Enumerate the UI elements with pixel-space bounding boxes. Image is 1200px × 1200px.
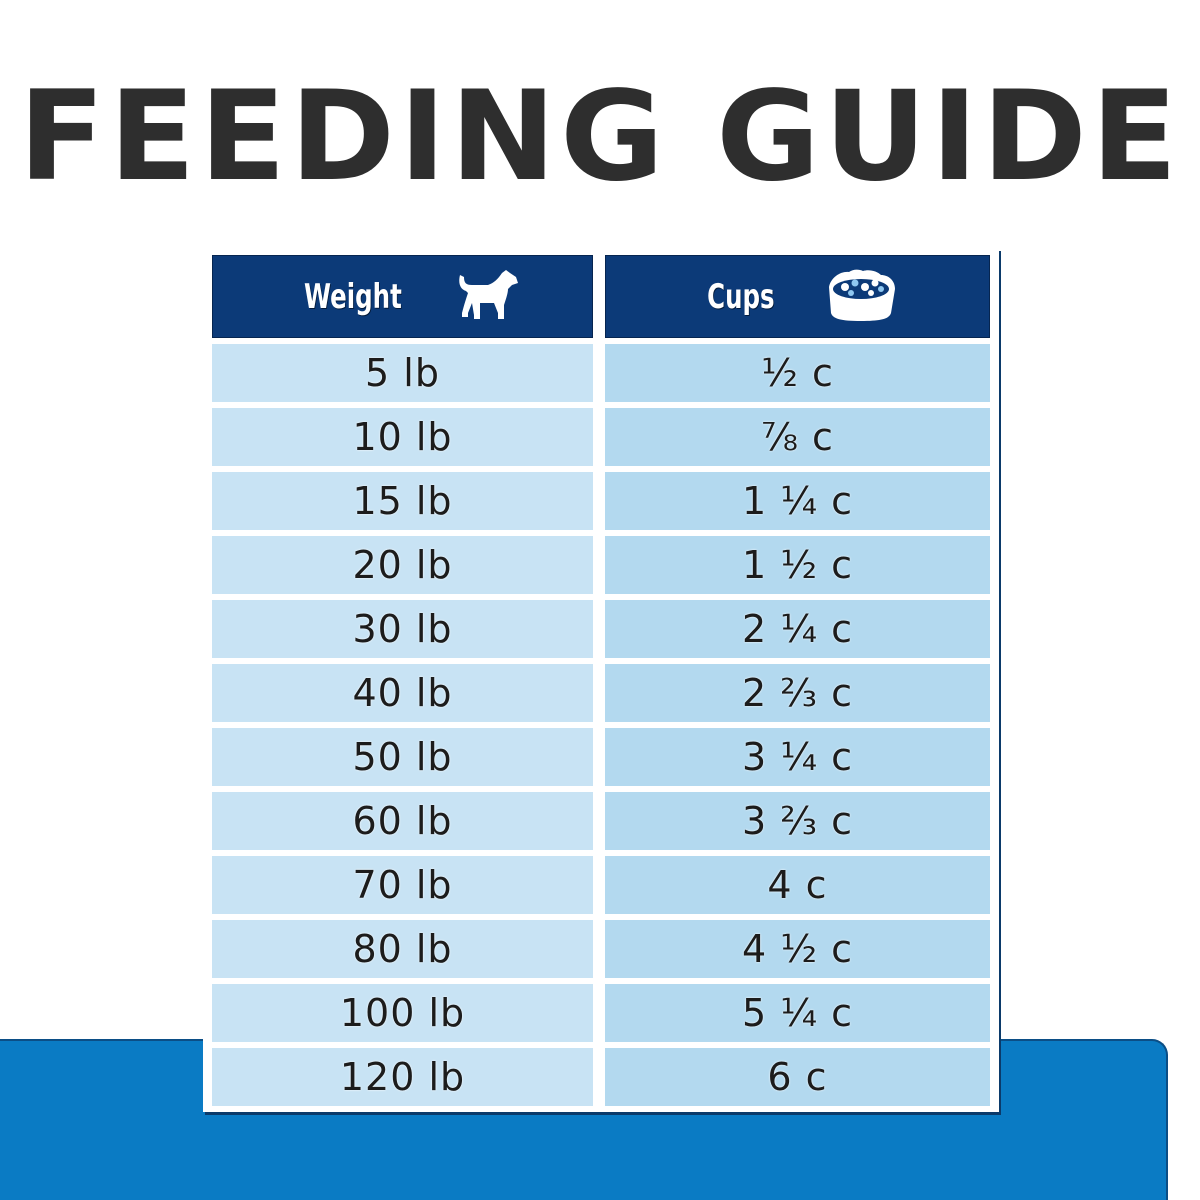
dog-icon — [454, 269, 520, 325]
food-bowl-icon — [821, 267, 901, 327]
weight-cell: 80 lb — [212, 920, 593, 978]
cups-header-label: Cups — [706, 276, 775, 317]
cups-cell: 2 ¼ c — [605, 600, 990, 658]
weight-cell: 120 lb — [212, 1048, 593, 1106]
cups-cell: 5 ¼ c — [605, 984, 990, 1042]
cups-header: Cups — [605, 255, 990, 338]
cups-cell: 2 ⅔ c — [605, 664, 990, 722]
weight-header-label: Weight — [303, 276, 402, 317]
cups-cell: 1 ½ c — [605, 536, 990, 594]
cups-cell: 3 ¼ c — [605, 728, 990, 786]
cups-cell: ½ c — [605, 344, 990, 402]
cups-column: Cups ½ c ⅞ c 1 ¼ c 1 ½ c 2 ¼ c — [605, 255, 990, 1106]
weight-header: Weight — [212, 255, 593, 338]
weight-cell: 60 lb — [212, 792, 593, 850]
feeding-table: Weight 5 lb 10 lb 15 lb 20 lb 30 lb 40 l… — [203, 248, 999, 1112]
cups-cell: 1 ¼ c — [605, 472, 990, 530]
weight-cell: 5 lb — [212, 344, 593, 402]
weight-column: Weight 5 lb 10 lb 15 lb 20 lb 30 lb 40 l… — [212, 255, 593, 1106]
cups-cell: 3 ⅔ c — [605, 792, 990, 850]
cups-cell: 4 ½ c — [605, 920, 990, 978]
weight-cell: 10 lb — [212, 408, 593, 466]
weight-cell: 30 lb — [212, 600, 593, 658]
cups-cell: ⅞ c — [605, 408, 990, 466]
weight-cell: 70 lb — [212, 856, 593, 914]
cups-cell: 6 c — [605, 1048, 990, 1106]
weight-cell: 50 lb — [212, 728, 593, 786]
page-title: FEEDING GUIDE — [18, 65, 1182, 209]
weight-cell: 40 lb — [212, 664, 593, 722]
weight-cell: 100 lb — [212, 984, 593, 1042]
weight-cell: 15 lb — [212, 472, 593, 530]
weight-cell: 20 lb — [212, 536, 593, 594]
cups-cell: 4 c — [605, 856, 990, 914]
